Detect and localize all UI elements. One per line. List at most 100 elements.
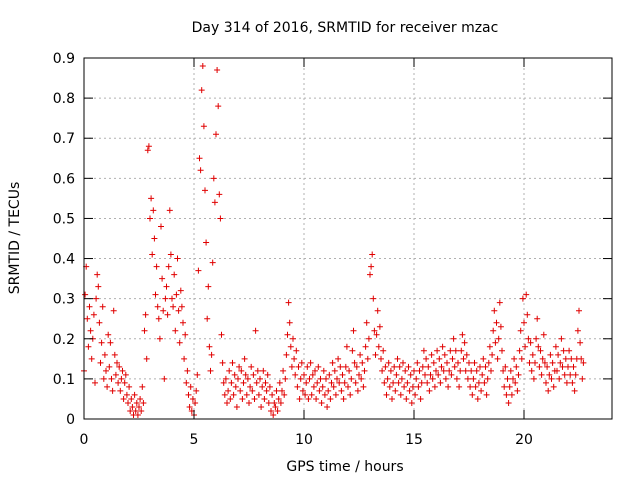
data-point (216, 191, 223, 198)
data-point (437, 379, 444, 386)
data-point (574, 327, 581, 334)
data-point (305, 395, 312, 402)
data-point (182, 331, 189, 338)
data-point (218, 331, 225, 338)
data-point (123, 391, 130, 398)
data-point (471, 359, 478, 366)
data-point (332, 391, 339, 398)
data-point (260, 367, 267, 374)
data-point (378, 355, 384, 362)
data-point (540, 331, 547, 338)
data-point (141, 327, 148, 334)
data-point (346, 367, 353, 374)
data-point (479, 371, 486, 378)
data-point (565, 363, 571, 370)
data-point (261, 395, 268, 402)
data-point (489, 351, 496, 358)
y-tick-label: 0.4 (53, 252, 75, 268)
data-point (483, 391, 490, 398)
data-point (87, 327, 94, 334)
data-point (194, 371, 201, 378)
data-point (438, 363, 445, 370)
data-point (495, 335, 502, 342)
data-point (398, 375, 405, 382)
data-point (528, 367, 535, 374)
data-point (173, 291, 180, 298)
data-point (116, 363, 123, 370)
data-point (466, 359, 472, 366)
data-point (200, 123, 207, 130)
data-point (334, 375, 340, 382)
data-point (217, 215, 224, 222)
data-point (450, 335, 457, 342)
data-point (490, 327, 497, 334)
data-point (339, 371, 346, 378)
data-point (522, 343, 529, 350)
data-point (532, 359, 538, 366)
data-point (99, 303, 106, 310)
data-point (185, 391, 192, 398)
data-point (500, 367, 507, 374)
data-point (400, 359, 406, 366)
data-point (566, 347, 573, 354)
data-point (318, 399, 325, 406)
data-point (308, 391, 315, 398)
data-point (132, 407, 139, 414)
data-point (184, 367, 191, 374)
data-point (338, 387, 345, 394)
data-point (298, 359, 305, 366)
data-point (371, 327, 378, 334)
data-point (383, 391, 390, 398)
data-point (88, 355, 95, 362)
data-point (545, 387, 552, 394)
data-point (572, 371, 579, 378)
data-point (280, 367, 287, 374)
data-point (461, 339, 468, 346)
data-point (451, 363, 458, 370)
data-point (511, 355, 518, 362)
data-point (427, 371, 434, 378)
y-axis-label: SRMTID / TECUs (7, 182, 23, 295)
data-point (155, 315, 162, 322)
data-point (462, 367, 469, 374)
y-tick-label: 0.2 (53, 332, 75, 348)
data-point (92, 379, 98, 386)
data-point (362, 343, 369, 350)
data-point (508, 391, 515, 398)
data-point (167, 251, 174, 258)
data-point (140, 399, 147, 406)
data-point (224, 399, 230, 406)
data-point (106, 363, 113, 370)
data-point (342, 363, 349, 370)
data-point (533, 335, 540, 342)
data-point (503, 391, 510, 398)
data-point (225, 387, 232, 394)
data-point (525, 335, 532, 342)
data-point (215, 103, 222, 110)
data-point (519, 295, 526, 302)
data-point (425, 363, 432, 370)
data-point (485, 359, 492, 366)
data-point (376, 323, 383, 330)
data-point (343, 343, 350, 350)
x-tick-label: 0 (80, 432, 89, 448)
data-point (284, 331, 291, 338)
data-point (115, 379, 122, 386)
data-point (233, 403, 240, 410)
data-point (263, 387, 270, 394)
data-point (250, 371, 257, 378)
data-point (206, 343, 213, 350)
data-point (238, 367, 245, 374)
data-point (369, 251, 376, 258)
data-point (493, 319, 500, 326)
data-point (501, 383, 508, 390)
data-point (526, 359, 533, 366)
data-point (103, 367, 109, 374)
data-point (262, 379, 269, 386)
data-point (502, 363, 509, 370)
data-point (424, 379, 431, 386)
data-point (523, 291, 530, 298)
data-point (430, 359, 437, 366)
data-point (360, 383, 367, 390)
